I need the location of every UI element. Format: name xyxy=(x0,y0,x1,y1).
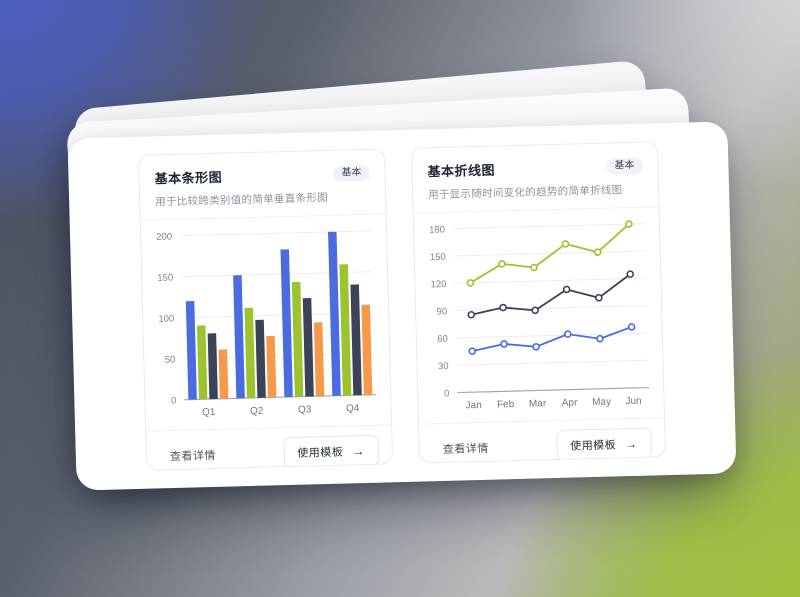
point-series-blue xyxy=(627,323,635,331)
bar-chart-svg: 0 50 100 150 200 Q1 Q2 Q3 Q4 xyxy=(156,230,376,418)
point-series-green xyxy=(497,260,506,268)
bar-series-orange xyxy=(218,349,228,399)
use-template-button[interactable]: 使用模板 → xyxy=(555,427,653,463)
card-subtitle: 用于比较跨类别值的简单垂直条形图 xyxy=(155,191,329,209)
use-template-label: 使用模板 xyxy=(297,446,344,460)
x-tick-label: May xyxy=(591,397,610,408)
bar-series-blue xyxy=(327,231,341,396)
x-tick-label: Q4 xyxy=(345,403,359,414)
bar-series-green xyxy=(338,264,351,396)
bar-series-dark xyxy=(207,333,218,400)
gridline xyxy=(453,277,646,284)
bar-series-dark xyxy=(302,297,314,397)
gridline xyxy=(455,332,648,339)
view-details-button[interactable]: 查看详情 xyxy=(432,434,499,464)
bar-series-green xyxy=(291,281,303,397)
arrow-right-icon: → xyxy=(625,436,638,452)
x-tick-label: Feb xyxy=(496,399,514,410)
line-chart: 0 30 60 90 120 150 180 Jan Feb Mar Apr May Jun xyxy=(414,207,664,423)
y-tick-label: 0 xyxy=(170,395,176,406)
y-tick-label: 0 xyxy=(443,388,449,399)
use-template-label: 使用模板 xyxy=(570,439,617,453)
point-series-green xyxy=(593,248,601,257)
card-subtitle: 用于显示随时间变化的趋势的简单折线图 xyxy=(427,184,623,202)
card-title: 基本条形图 xyxy=(154,169,223,187)
bar-chart-card: 基本条形图 基本 用于比较跨类别值的简单垂直条形图 0 50 100 150 200 Q1… xyxy=(137,148,394,471)
gridline xyxy=(456,359,649,366)
line-chart-card: 基本折线图 基本 用于显示随时间变化的趋势的简单折线图 0 30 60 90 120 15… xyxy=(410,141,667,464)
gridline xyxy=(452,223,645,230)
point-series-green xyxy=(466,279,474,287)
point-series-dark xyxy=(625,270,634,278)
x-tick-label: Q1 xyxy=(201,407,215,418)
point-series-green xyxy=(529,263,538,272)
bar-series-blue xyxy=(279,249,293,398)
x-tick-label: Q2 xyxy=(249,406,263,417)
line-series-dark xyxy=(469,273,631,316)
x-tick-label: Jun xyxy=(625,396,641,407)
x-axis-line xyxy=(456,386,649,394)
bar-chart: 0 50 100 150 200 Q1 Q2 Q3 Q4 xyxy=(141,214,391,430)
y-tick-label: 60 xyxy=(437,334,448,345)
line-series-blue xyxy=(470,326,633,353)
y-tick-label: 100 xyxy=(158,313,174,324)
card-footer: 查看详情 使用模板 → xyxy=(146,424,393,471)
arrow-right-icon: → xyxy=(352,444,365,459)
gridline xyxy=(453,250,646,257)
bar-series-dark xyxy=(349,284,362,396)
card-header: 基本条形图 基本 用于比较跨类别值的简单垂直条形图 xyxy=(138,149,386,221)
bar-series-dark xyxy=(254,319,266,398)
dashboard-card: 基本条形图 基本 用于比较跨类别值的简单垂直条形图 0 50 100 150 200 Q1… xyxy=(67,121,737,491)
bar-series-green xyxy=(243,307,255,399)
bar-series-orange xyxy=(265,335,276,398)
point-series-green xyxy=(561,240,569,248)
bar-series-orange xyxy=(360,304,372,396)
view-details-button[interactable]: 查看详情 xyxy=(159,441,226,471)
x-tick-label: Mar xyxy=(528,398,546,409)
y-tick-label: 120 xyxy=(430,279,446,290)
card-footer: 查看详情 使用模板 → xyxy=(419,417,666,464)
gridline xyxy=(454,305,647,312)
bar-series-green xyxy=(196,325,207,400)
card-header: 基本折线图 基本 用于显示随时间变化的趋势的简单折线图 xyxy=(411,142,659,214)
point-series-dark xyxy=(562,285,570,294)
point-series-blue xyxy=(531,342,540,351)
point-series-dark xyxy=(530,306,539,315)
y-tick-label: 50 xyxy=(164,354,175,365)
y-tick-label: 150 xyxy=(429,252,445,263)
gridline xyxy=(179,230,372,237)
level-badge: 基本 xyxy=(606,157,643,175)
y-tick-label: 90 xyxy=(436,306,447,317)
y-tick-label: 150 xyxy=(157,272,173,283)
line-chart-svg: 0 30 60 90 120 150 180 Jan Feb Mar Apr May Jun xyxy=(429,220,649,411)
bar-series-blue xyxy=(232,275,245,399)
line-series-green xyxy=(469,223,630,284)
point-series-blue xyxy=(595,334,604,343)
use-template-button[interactable]: 使用模板 → xyxy=(282,434,380,470)
level-badge: 基本 xyxy=(333,164,370,182)
point-series-dark xyxy=(498,303,507,312)
card-stack: 基本条形图 基本 用于比较跨类别值的简单垂直条形图 0 50 100 150 200 Q1… xyxy=(66,59,737,491)
point-series-blue xyxy=(467,347,476,355)
point-series-blue xyxy=(499,340,508,348)
bar-series-orange xyxy=(313,322,324,397)
x-tick-label: Q3 xyxy=(297,404,311,415)
y-tick-label: 180 xyxy=(429,224,445,235)
x-tick-label: Jan xyxy=(465,400,481,411)
bar-series-blue xyxy=(185,301,197,400)
point-series-dark xyxy=(594,293,603,302)
y-tick-label: 200 xyxy=(156,232,172,243)
point-series-blue xyxy=(563,330,572,338)
point-series-dark xyxy=(466,310,475,319)
point-series-green xyxy=(624,220,633,228)
x-tick-label: Apr xyxy=(561,397,578,408)
card-title: 基本折线图 xyxy=(427,162,496,180)
y-tick-label: 30 xyxy=(437,361,448,372)
